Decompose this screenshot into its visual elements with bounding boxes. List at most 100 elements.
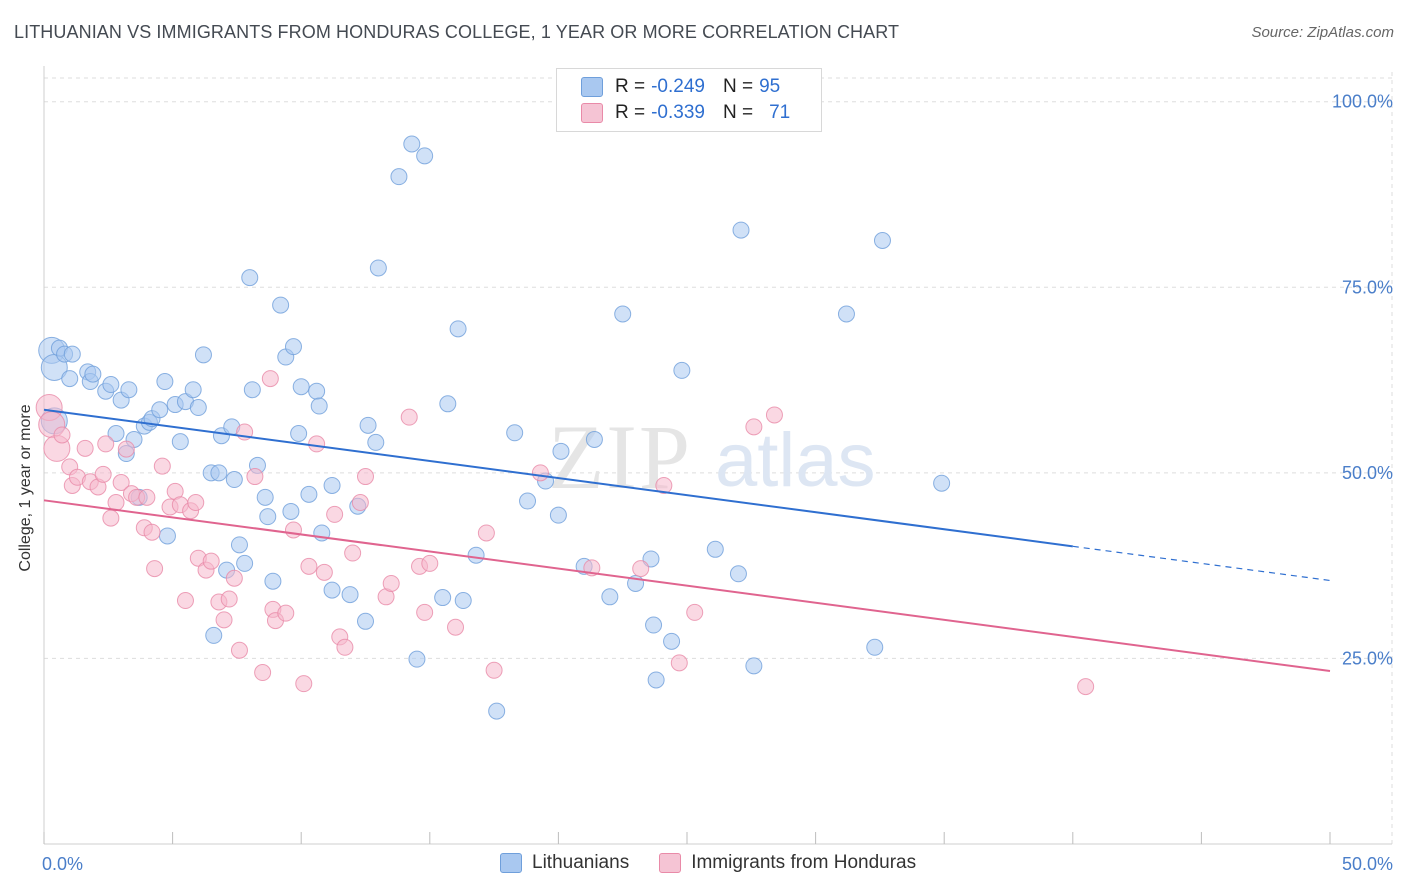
legend-row-honduras: R = -0.339 N = 71 xyxy=(581,101,790,125)
point-honduras xyxy=(187,494,205,512)
point-lithuanians xyxy=(454,592,472,610)
y-axis-label-wrap: College, 1 year or more xyxy=(14,358,38,618)
point-honduras xyxy=(230,641,248,659)
legend-n-value: 95 xyxy=(759,76,781,97)
point-honduras xyxy=(357,468,374,486)
legend-n-label: N = xyxy=(722,76,754,97)
point-honduras xyxy=(246,468,264,486)
point-lithuanians xyxy=(102,376,120,394)
x-tick-label-max: 50.0% xyxy=(1342,854,1393,874)
point-honduras xyxy=(447,618,465,636)
point-honduras xyxy=(300,557,318,575)
point-honduras xyxy=(220,590,238,608)
point-lithuanians xyxy=(706,540,724,558)
point-honduras xyxy=(308,435,326,453)
tick-labels: 25.0% 50.0% 75.0% 100.0% 0.0% 50.0% xyxy=(42,92,1393,874)
series-lithuanians xyxy=(38,135,951,720)
trend-line-honduras xyxy=(43,499,1331,673)
y-tick-label: 25.0% xyxy=(1342,648,1393,668)
point-honduras xyxy=(138,488,156,506)
chart-title: LITHUANIAN VS IMMIGRANTS FROM HONDURAS C… xyxy=(14,22,900,42)
point-honduras xyxy=(94,465,112,483)
legend-r-label: R = xyxy=(615,76,646,97)
bottom-legend: Lithuanians Immigrants from Honduras xyxy=(500,852,946,874)
point-honduras xyxy=(261,370,279,388)
bottom-legend-swatch-pink xyxy=(659,853,682,873)
point-lithuanians xyxy=(264,572,282,590)
bottom-legend-swatch-blue xyxy=(500,853,522,873)
point-lithuanians xyxy=(359,416,377,434)
point-lithuanians xyxy=(488,702,506,720)
point-lithuanians xyxy=(837,305,855,323)
point-honduras xyxy=(97,435,115,453)
point-lithuanians xyxy=(308,382,326,400)
point-honduras xyxy=(655,476,673,494)
point-lithuanians xyxy=(323,581,341,599)
y-axis-label: College, 1 year or more xyxy=(17,404,34,572)
watermark: ZIP atlas xyxy=(548,406,876,508)
point-honduras xyxy=(176,592,194,610)
point-lithuanians xyxy=(107,425,125,443)
point-honduras xyxy=(315,563,333,581)
point-lithuanians xyxy=(729,565,747,583)
point-honduras xyxy=(344,544,362,562)
point-lithuanians xyxy=(300,485,318,503)
trend-layer xyxy=(43,408,1331,673)
point-honduras xyxy=(477,524,495,542)
bottom-legend-label-honduras: Immigrants from Honduras xyxy=(691,852,917,873)
point-honduras xyxy=(336,638,354,656)
point-lithuanians xyxy=(467,546,485,564)
point-lithuanians xyxy=(184,381,202,399)
point-honduras xyxy=(295,675,313,693)
bottom-legend-item-honduras: Immigrants from Honduras xyxy=(659,852,916,874)
point-honduras xyxy=(400,408,418,426)
point-lithuanians xyxy=(189,399,207,417)
point-honduras xyxy=(117,440,135,458)
point-lithuanians xyxy=(585,430,603,448)
point-lithuanians xyxy=(272,296,290,314)
point-lithuanians xyxy=(663,632,681,650)
point-honduras xyxy=(416,603,434,621)
y-tick-label: 50.0% xyxy=(1342,463,1393,483)
point-honduras xyxy=(146,560,164,578)
point-lithuanians xyxy=(236,554,254,572)
point-honduras xyxy=(745,418,763,436)
point-lithuanians xyxy=(225,471,243,489)
legend-swatch-pink xyxy=(581,103,603,123)
bottom-legend-item-lithuanians: Lithuanians xyxy=(500,852,629,874)
point-honduras xyxy=(284,521,302,539)
grid-layer xyxy=(44,72,1393,844)
point-honduras xyxy=(686,603,704,621)
point-lithuanians xyxy=(259,508,277,526)
point-lithuanians xyxy=(552,442,570,460)
point-lithuanians xyxy=(151,401,169,419)
y-tick-label: 100.0% xyxy=(1332,92,1393,112)
legend-n-value: 71 xyxy=(769,102,791,123)
point-lithuanians xyxy=(614,305,632,323)
source-label: Source: ZipAtlas.com xyxy=(1251,24,1394,41)
point-lithuanians xyxy=(323,476,341,494)
point-lithuanians xyxy=(156,373,174,391)
point-lithuanians xyxy=(673,361,691,379)
point-honduras xyxy=(76,439,94,457)
point-lithuanians xyxy=(647,671,665,689)
point-honduras xyxy=(382,574,400,592)
point-lithuanians xyxy=(194,346,212,364)
point-lithuanians xyxy=(63,345,81,363)
point-honduras xyxy=(485,661,503,679)
point-lithuanians xyxy=(439,395,457,413)
point-honduras xyxy=(202,552,220,570)
point-lithuanians xyxy=(745,657,763,675)
point-lithuanians xyxy=(61,370,79,388)
point-lithuanians xyxy=(357,612,374,630)
point-lithuanians xyxy=(369,259,387,277)
point-lithuanians xyxy=(210,464,228,482)
axes-layer xyxy=(43,66,1392,845)
point-honduras xyxy=(351,494,369,512)
point-lithuanians xyxy=(645,616,663,634)
point-lithuanians xyxy=(873,232,891,250)
legend-n-label: N = xyxy=(722,102,754,123)
point-lithuanians xyxy=(933,474,951,492)
trend-line-lithuanians xyxy=(43,408,1073,548)
